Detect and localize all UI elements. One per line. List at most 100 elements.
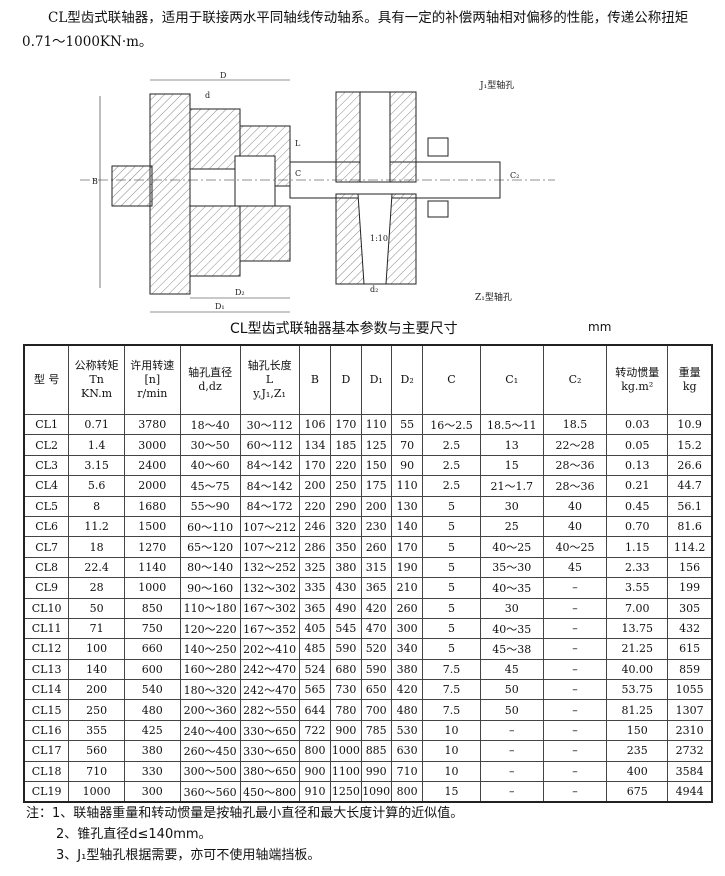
table-cell: 170 bbox=[330, 413, 362, 436]
table-cell: 8 bbox=[68, 495, 125, 517]
table-cell: 1680 bbox=[123, 495, 181, 517]
table-row: CL8 22.4 1140 80～140 132～252 325 380 315 190 5 35～… bbox=[23, 556, 713, 579]
svg-text:1:10: 1:10 bbox=[370, 234, 388, 243]
table-cell: 55 bbox=[390, 413, 424, 436]
table-row: CL19 1000 300 360～560 450～800 910 1250 1090 800 1… bbox=[23, 781, 713, 803]
table-cell: 13.75 bbox=[606, 617, 669, 640]
table-cell: 355 bbox=[68, 719, 125, 742]
table-cell: 21～1.7 bbox=[479, 475, 544, 497]
table-cell: 990 bbox=[360, 760, 392, 783]
table-cell: 130 bbox=[390, 495, 424, 517]
table-cell: 5 bbox=[422, 617, 481, 640]
header-line: 转动惯量 bbox=[615, 366, 660, 379]
table-cell: 150 bbox=[360, 454, 392, 477]
table-cell: 2400 bbox=[123, 454, 181, 477]
table-cell: 1000 bbox=[68, 781, 125, 803]
table-cell: 660 bbox=[123, 638, 181, 660]
table-cell: 140 bbox=[68, 658, 125, 681]
table-cell: 50 bbox=[68, 597, 125, 619]
table-row: CL11 71 750 120～220 167～352 405 545 470 300 5 40～3… bbox=[23, 617, 713, 640]
table-cell: 71 bbox=[68, 617, 125, 640]
table-cell: 81.6 bbox=[667, 515, 713, 538]
table-cell: 540 bbox=[123, 679, 181, 701]
table-cell: 90 bbox=[390, 454, 424, 477]
table-cell: 55～90 bbox=[179, 495, 241, 517]
table-cell: 330～650 bbox=[239, 740, 300, 762]
table-cell: 40～25 bbox=[542, 536, 608, 558]
table-cell: 1250 bbox=[330, 781, 362, 803]
table-cell: 320 bbox=[330, 515, 362, 538]
table-cell: 750 bbox=[123, 617, 181, 640]
table-cell: 170 bbox=[390, 536, 424, 558]
table-cell: 200 bbox=[360, 495, 392, 517]
header-line: D₁ bbox=[369, 373, 383, 386]
table-cell: 81.25 bbox=[606, 699, 669, 721]
table-cell: 40～60 bbox=[179, 454, 241, 477]
table-row: CL5 8 1680 55～90 84～172 220 290 200 130 5 30 40 0.45… bbox=[23, 495, 713, 517]
table-cell: 565 bbox=[298, 679, 332, 701]
table-cell: CL14 bbox=[23, 679, 70, 701]
table-cell: 40 bbox=[542, 495, 608, 517]
table-cell: 5 bbox=[422, 597, 481, 619]
table-cell: 590 bbox=[330, 638, 362, 660]
table-cell: 202～410 bbox=[239, 638, 300, 660]
table-cell: 15 bbox=[422, 781, 481, 803]
table-cell: 5.6 bbox=[68, 475, 125, 497]
svg-text:Z₁型轴孔: Z₁型轴孔 bbox=[475, 291, 512, 303]
table-cell: 28～36 bbox=[542, 475, 608, 497]
table-cell: CL13 bbox=[23, 658, 70, 681]
table-cell: CL8 bbox=[23, 556, 70, 579]
table-cell: 28～36 bbox=[542, 454, 608, 477]
table-cell: 80～140 bbox=[179, 556, 241, 579]
table-cell: CL6 bbox=[23, 515, 70, 538]
column-header: 转动惯量 kg.m² bbox=[606, 344, 669, 415]
table-cell: 22.4 bbox=[68, 556, 125, 579]
table-cell: 60～110 bbox=[179, 515, 241, 538]
table-cell: 260 bbox=[360, 536, 392, 558]
header-line: KN.m bbox=[81, 387, 113, 400]
table-cell: 84～142 bbox=[239, 475, 300, 497]
table-cell: CL16 bbox=[23, 719, 70, 742]
table-cell: 1055 bbox=[667, 679, 713, 701]
note-2: 2、锥孔直径d≤140mm。 bbox=[56, 827, 212, 842]
table-cell: 10 bbox=[422, 760, 481, 783]
table-cell: 722 bbox=[298, 719, 332, 742]
table-cell: 56.1 bbox=[667, 495, 713, 517]
table-row: CL7 18 1270 65～120 107～212 286 350 260 170 5 40～25… bbox=[23, 536, 713, 558]
table-cell: CL9 bbox=[23, 577, 70, 599]
table-cell: 40～35 bbox=[479, 617, 544, 640]
table-cell: – bbox=[542, 638, 608, 660]
table-cell: – bbox=[542, 617, 608, 640]
table-cell: 70 bbox=[390, 434, 424, 456]
table-cell: CL12 bbox=[23, 638, 70, 660]
header-line: 轴孔直径 bbox=[188, 366, 233, 379]
table-cell: 0.13 bbox=[606, 454, 669, 477]
header-line: D bbox=[341, 373, 351, 386]
table-cell: 710 bbox=[68, 760, 125, 783]
table-cell: 710 bbox=[390, 760, 424, 783]
column-header: 轴孔直径 d,dz bbox=[179, 344, 241, 415]
column-header: B bbox=[298, 344, 332, 415]
table-cell: 35～30 bbox=[479, 556, 544, 579]
table-cell: 380 bbox=[123, 740, 181, 762]
table-cell: 26.6 bbox=[667, 454, 713, 477]
table-row: CL9 28 1000 90～160 132～302 335 430 365 210 5 40～35… bbox=[23, 577, 713, 599]
table-cell: 150 bbox=[606, 719, 669, 742]
column-header: 公称转矩 Tn KN.m bbox=[68, 344, 125, 415]
table-cell: 44.7 bbox=[667, 475, 713, 497]
table-cell: 365 bbox=[298, 597, 332, 619]
table-cell: 2.5 bbox=[422, 434, 481, 456]
table-cell: – bbox=[479, 760, 544, 783]
table-cell: 22～28 bbox=[542, 434, 608, 456]
table-cell: 524 bbox=[298, 658, 332, 681]
table-row: CL6 11.2 1500 60～110 107～212 246 320 230 140 5 25 4… bbox=[23, 515, 713, 538]
table-cell: 300 bbox=[123, 781, 181, 803]
table-cell: 644 bbox=[298, 699, 332, 721]
table-cell: 680 bbox=[330, 658, 362, 681]
table-row: CL10 50 850 110～180 167～302 365 490 420 260 5 30–7… bbox=[23, 597, 713, 619]
table-cell: 100 bbox=[68, 638, 125, 660]
table-cell: CL2 bbox=[23, 434, 70, 456]
table-row: CL17 560 380 260～450 330～650 800 1000 885 630 10–… bbox=[23, 740, 713, 762]
